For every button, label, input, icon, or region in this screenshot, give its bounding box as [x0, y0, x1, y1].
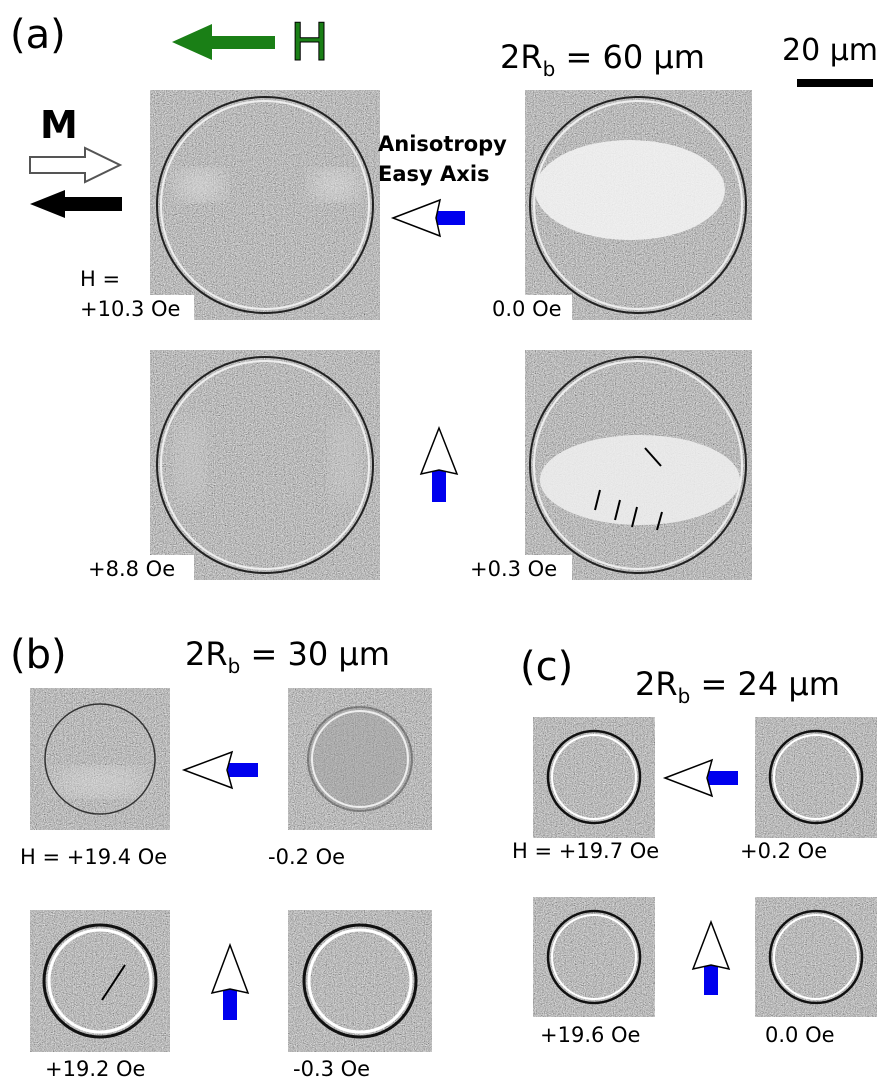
field-label: 0.0 Oe [765, 1023, 835, 1047]
easy-axis-arrow [421, 428, 457, 502]
field-label: +8.8 Oe [88, 557, 175, 581]
micrograph [30, 910, 170, 1052]
magnetization-label: M [40, 103, 78, 147]
panel-label: (b) [10, 632, 67, 678]
easy-axis-arrow [693, 922, 729, 995]
field-label: +0.2 Oe [740, 839, 827, 863]
field-label: -0.2 Oe [268, 845, 345, 869]
micrograph [288, 910, 432, 1052]
micrograph [150, 90, 380, 320]
text: 2R [500, 38, 543, 76]
diameter-label: 2Rb = 60 µm [500, 38, 705, 81]
panel-label: (a) [10, 12, 66, 58]
figure: (a) H 2Rb = 60 µm 20 µm M Anisotropy Eas… [0, 0, 889, 1084]
micrograph [525, 90, 752, 320]
micrograph [533, 897, 655, 1017]
axis-label: Anisotropy [378, 132, 507, 156]
field-label: +0.3 Oe [470, 557, 557, 581]
scale-bar [797, 79, 873, 87]
field-arrow [172, 24, 275, 60]
field-prefix: H = [80, 267, 120, 291]
subscript: b [228, 654, 241, 678]
panel-label: (c) [520, 644, 573, 690]
field-label: H = +19.4 Oe [20, 845, 167, 869]
micrograph [30, 688, 170, 830]
micrograph [150, 350, 380, 580]
easy-axis-arrow [393, 200, 465, 236]
subscript: b [543, 57, 556, 81]
micrograph [755, 897, 877, 1017]
field-label: +19.6 Oe [540, 1023, 640, 1047]
text: = 24 µm [690, 665, 840, 703]
scale-bar-label: 20 µm [782, 33, 878, 68]
field-label: 0.0 Oe [492, 297, 562, 321]
subscript: b [678, 684, 691, 708]
page: {"panel_a": {"label": "(a)", "field_symb… [0, 0, 889, 1084]
text: 2R [635, 665, 678, 703]
diameter-label: 2Rb = 30 µm [185, 635, 390, 678]
axis-label: Easy Axis [378, 162, 490, 186]
easy-axis-arrow [184, 752, 258, 788]
text: = 60 µm [555, 38, 705, 76]
easy-axis-arrow [212, 945, 248, 1020]
diameter-label: 2Rb = 24 µm [635, 665, 840, 708]
magnetization-arrows [30, 148, 122, 218]
field-symbol: H [290, 13, 329, 73]
text: = 30 µm [240, 635, 390, 673]
easy-axis-arrow [665, 760, 738, 796]
micrograph [525, 350, 752, 580]
micrograph [755, 717, 877, 838]
text: 2R [185, 635, 228, 673]
micrograph [533, 717, 655, 838]
field-label: H = +19.7 Oe [512, 839, 659, 863]
field-label: -0.3 Oe [293, 1057, 370, 1081]
field-label: +19.2 Oe [45, 1057, 145, 1081]
micrograph [288, 688, 432, 830]
field-label: +10.3 Oe [80, 297, 180, 321]
